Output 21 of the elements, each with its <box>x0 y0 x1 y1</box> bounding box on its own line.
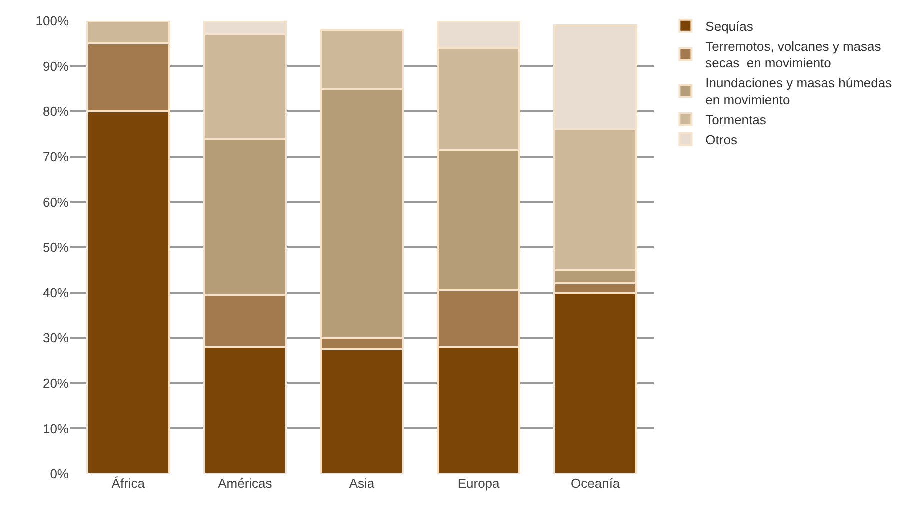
x-tick-label: África <box>112 476 146 491</box>
y-tick-label: 20% <box>42 376 70 391</box>
y-tick-label: 30% <box>42 330 70 346</box>
legend-label: Sequías <box>706 18 754 34</box>
y-tick-label: 50% <box>42 240 70 256</box>
y-tick-label: 40% <box>42 285 70 300</box>
y-tick-label: 60% <box>42 194 70 210</box>
legend-label: Inundaciones y masas húmedas en movimiento <box>706 76 893 108</box>
x-tick-label: Oceanía <box>571 476 621 491</box>
x-tick-label: Asia <box>349 476 376 491</box>
y-tick-label: 90% <box>42 58 70 74</box>
x-tick-label: Europa <box>458 476 501 491</box>
y-tick-label: 10% <box>42 421 70 436</box>
legend-label: Tormentas <box>706 112 767 128</box>
y-tick-label: 0% <box>50 466 70 482</box>
x-tick-label: Américas <box>218 476 273 491</box>
legend-label: Otros <box>706 132 738 148</box>
legend-label: Terremotos, volcanes y masas secas en movimiento <box>706 38 882 71</box>
y-tick-label: 100% <box>36 14 70 29</box>
y-tick-label: 70% <box>42 149 70 164</box>
y-tick-label: 80% <box>42 104 70 120</box>
